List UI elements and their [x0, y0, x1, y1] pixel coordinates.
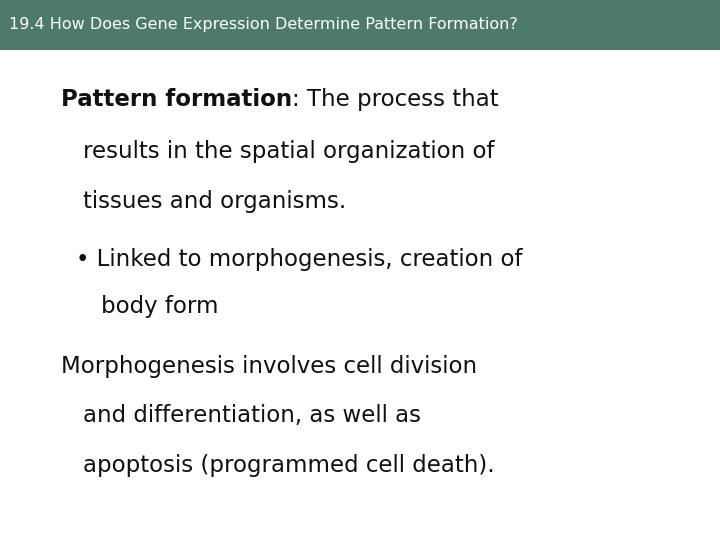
Text: tissues and organisms.: tissues and organisms. — [83, 190, 346, 213]
Text: body form: body form — [101, 295, 218, 318]
Text: results in the spatial organization of: results in the spatial organization of — [83, 140, 495, 163]
Bar — [0, 0, 720, 50]
Text: Morphogenesis involves cell division: Morphogenesis involves cell division — [61, 355, 477, 377]
Text: and differentiation, as well as: and differentiation, as well as — [83, 404, 420, 427]
Text: Pattern formation: Pattern formation — [61, 89, 292, 111]
Text: • Linked to morphogenesis, creation of: • Linked to morphogenesis, creation of — [76, 248, 522, 271]
Text: apoptosis (programmed cell death).: apoptosis (programmed cell death). — [83, 454, 495, 477]
Text: 19.4 How Does Gene Expression Determine Pattern Formation?: 19.4 How Does Gene Expression Determine … — [9, 17, 518, 32]
Text: : The process that: : The process that — [292, 89, 499, 111]
